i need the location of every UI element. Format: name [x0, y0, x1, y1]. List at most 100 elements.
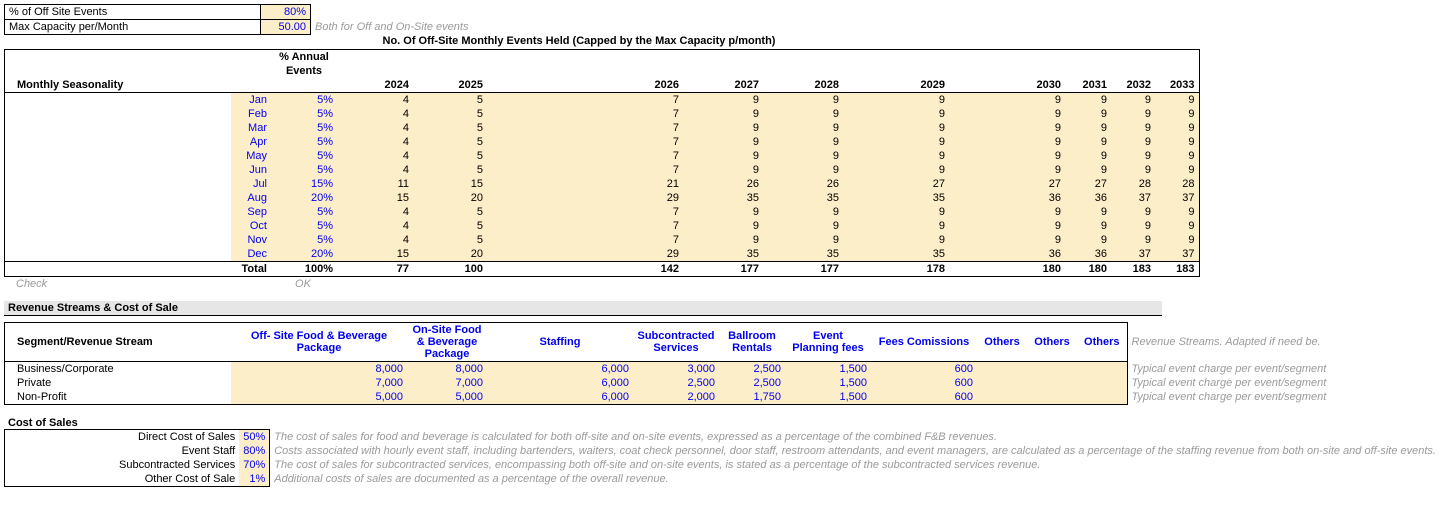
value-cell: 9 — [1111, 149, 1155, 163]
rev-value[interactable]: 2,000 — [633, 390, 719, 405]
pct-cell[interactable]: 5% — [271, 205, 337, 219]
value-cell: 5 — [413, 163, 487, 177]
rev-value[interactable]: 600 — [871, 376, 977, 390]
rev-value[interactable]: 600 — [871, 362, 977, 377]
rev-value[interactable]: 1,500 — [785, 390, 871, 405]
value-cell: 36 — [1065, 191, 1111, 205]
total-cell: 177 — [683, 262, 763, 277]
cos-note: The cost of sales for subcontracted serv… — [270, 458, 1441, 472]
cos-value[interactable]: 1% — [239, 472, 270, 487]
value-cell: 4 — [337, 135, 413, 149]
rev-value[interactable]: 5,000 — [407, 390, 487, 405]
rev-value[interactable]: 7,000 — [407, 376, 487, 390]
offsite-value[interactable]: 80% — [261, 5, 311, 20]
value-cell: 5 — [413, 219, 487, 233]
month-cell[interactable]: Oct — [231, 219, 271, 233]
maxcap-value[interactable]: 50.00 — [261, 20, 311, 35]
cos-value[interactable]: 50% — [239, 430, 270, 445]
rev-value[interactable]: 6,000 — [487, 390, 633, 405]
rev-value[interactable]: 600 — [871, 390, 977, 405]
value-cell: 9 — [843, 93, 949, 108]
pct-cell[interactable]: 5% — [271, 149, 337, 163]
pct-cell[interactable]: 20% — [271, 191, 337, 205]
pct-cell[interactable]: 5% — [271, 233, 337, 247]
rev-value[interactable] — [1077, 376, 1127, 390]
rev-col: Ballroom Rentals — [719, 323, 785, 362]
month-cell[interactable]: Jul — [231, 177, 271, 191]
value-cell: 7 — [487, 135, 683, 149]
rev-value[interactable]: 3,000 — [633, 362, 719, 377]
value-cell: 9 — [1155, 135, 1199, 149]
rev-value[interactable] — [1027, 376, 1077, 390]
month-cell[interactable]: Apr — [231, 135, 271, 149]
value-cell: 9 — [949, 205, 1065, 219]
rev-value[interactable]: 2,500 — [633, 376, 719, 390]
rev-value[interactable] — [977, 362, 1027, 377]
rev-value[interactable] — [1027, 362, 1077, 377]
value-cell: 9 — [843, 205, 949, 219]
pct-cell[interactable]: 20% — [271, 247, 337, 262]
rev-value[interactable]: 7,000 — [231, 376, 407, 390]
total-cell: 178 — [843, 262, 949, 277]
value-cell: 9 — [1155, 233, 1199, 247]
revenue-table: Segment/Revenue Stream Off- Site Food & … — [4, 322, 1331, 405]
rev-value[interactable] — [977, 390, 1027, 405]
revenue-section-header: Revenue Streams & Cost of Sale — [4, 301, 1162, 316]
rev-value[interactable]: 6,000 — [487, 376, 633, 390]
value-cell: 9 — [1065, 93, 1111, 108]
value-cell: 5 — [413, 149, 487, 163]
pct-cell[interactable]: 5% — [271, 93, 337, 108]
month-cell[interactable]: Mar — [231, 121, 271, 135]
rev-value[interactable] — [977, 376, 1027, 390]
month-cell[interactable]: Jan — [231, 93, 271, 108]
segment-name: Business/Corporate — [13, 362, 231, 377]
pct-cell[interactable]: 5% — [271, 163, 337, 177]
value-cell: 7 — [487, 233, 683, 247]
value-cell: 9 — [1065, 107, 1111, 121]
rev-value[interactable]: 6,000 — [487, 362, 633, 377]
value-cell: 4 — [337, 121, 413, 135]
value-cell: 9 — [763, 121, 843, 135]
rev-value[interactable]: 1,500 — [785, 362, 871, 377]
rev-value[interactable] — [1077, 362, 1127, 377]
rev-value[interactable] — [1027, 390, 1077, 405]
rev-value[interactable]: 1,750 — [719, 390, 785, 405]
pct-events-header: Events — [271, 64, 337, 78]
rev-value[interactable]: 8,000 — [231, 362, 407, 377]
month-cell[interactable]: Dec — [231, 247, 271, 262]
month-cell[interactable]: Aug — [231, 191, 271, 205]
pct-cell[interactable]: 5% — [271, 135, 337, 149]
value-cell: 9 — [843, 163, 949, 177]
value-cell: 9 — [763, 219, 843, 233]
year-2033: 2033 — [1155, 78, 1199, 93]
rev-col: Fees Comissions — [871, 323, 977, 362]
month-cell[interactable]: May — [231, 149, 271, 163]
rev-value[interactable]: 2,500 — [719, 362, 785, 377]
pct-cell[interactable]: 5% — [271, 107, 337, 121]
value-cell: 15 — [413, 177, 487, 191]
rev-value[interactable]: 2,500 — [719, 376, 785, 390]
value-cell: 9 — [949, 121, 1065, 135]
rev-value[interactable]: 8,000 — [407, 362, 487, 377]
value-cell: 9 — [763, 205, 843, 219]
value-cell: 9 — [949, 233, 1065, 247]
rev-row-note: Typical event charge per event/segment — [1127, 390, 1331, 405]
rev-value[interactable]: 5,000 — [231, 390, 407, 405]
cos-header: Cost of Sales — [4, 417, 1441, 429]
value-cell: 9 — [1065, 135, 1111, 149]
check-label: Check — [12, 277, 230, 291]
pct-cell[interactable]: 5% — [271, 121, 337, 135]
rev-value[interactable] — [1077, 390, 1127, 405]
month-cell[interactable]: Sep — [231, 205, 271, 219]
month-cell[interactable]: Feb — [231, 107, 271, 121]
rev-value[interactable]: 1,500 — [785, 376, 871, 390]
pct-cell[interactable]: 5% — [271, 219, 337, 233]
value-cell: 9 — [763, 233, 843, 247]
pct-cell[interactable]: 15% — [271, 177, 337, 191]
cos-value[interactable]: 70% — [239, 458, 270, 472]
value-cell: 36 — [949, 191, 1065, 205]
cos-value[interactable]: 80% — [239, 444, 270, 458]
value-cell: 9 — [843, 233, 949, 247]
month-cell[interactable]: Nov — [231, 233, 271, 247]
month-cell[interactable]: Jun — [231, 163, 271, 177]
